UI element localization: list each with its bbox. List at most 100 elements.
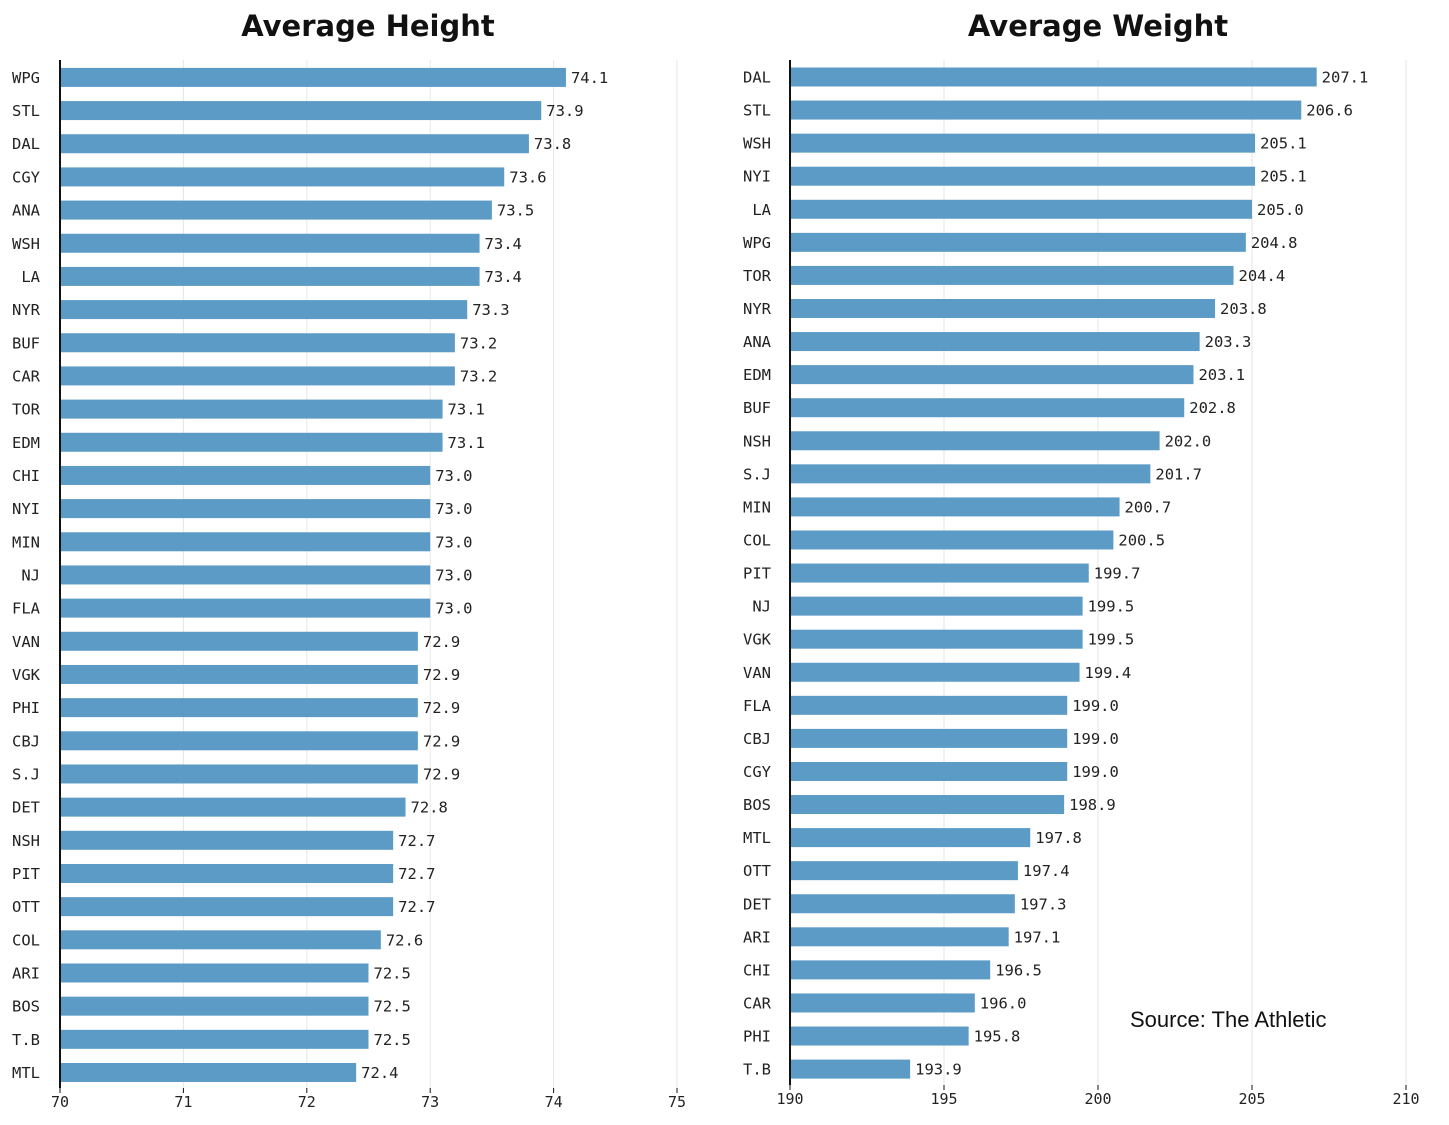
weight-category-label: T.B: [743, 1061, 771, 1079]
weight-bar-VAN: [790, 662, 1080, 682]
height-x-tick-label: 75: [668, 1093, 686, 1111]
height-bar-STL: [60, 101, 542, 121]
weight-value-label: 207.1: [1322, 69, 1369, 87]
weight-bar-NSH: [790, 431, 1160, 451]
height-value-label: 72.9: [423, 732, 460, 750]
height-value-label: 73.9: [546, 102, 583, 120]
weight-value-label: 199.7: [1094, 565, 1141, 583]
weight-category-label: WPG: [743, 234, 771, 252]
weight-bar-FLA: [790, 695, 1068, 715]
height-bar-CHI: [60, 465, 431, 485]
weight-category-label: CHI: [743, 961, 771, 979]
weight-bar-COL: [790, 530, 1114, 550]
weight-bar-NJ: [790, 596, 1083, 616]
height-bar-DET: [60, 797, 406, 817]
height-bar-PIT: [60, 863, 394, 883]
height-category-label: NJ: [21, 566, 40, 584]
height-bar-COL: [60, 930, 381, 950]
height-value-label: 73.0: [435, 566, 472, 584]
height-category-label: CBJ: [12, 732, 40, 750]
height-bar-EDM: [60, 432, 443, 452]
height-value-label: 73.2: [460, 367, 497, 385]
weight-value-label: 199.0: [1072, 697, 1119, 715]
weight-bar-CAR: [790, 993, 975, 1013]
height-bar-WPG: [60, 67, 566, 87]
height-category-label: FLA: [12, 600, 41, 618]
weight-category-label: BUF: [743, 399, 771, 417]
height-bar-LA: [60, 266, 480, 286]
weight-chart-title: Average Weight: [968, 9, 1228, 43]
height-chart-panel: Average Height WPG 74.1 STL 73.9 DAL 73.8 CGY 7…: [12, 9, 686, 1111]
height-value-label: 72.4: [361, 1064, 398, 1082]
weight-category-label: NYR: [743, 300, 772, 318]
weight-bar-MIN: [790, 497, 1120, 517]
height-bar-FLA: [60, 598, 431, 618]
weight-category-label: MIN: [743, 498, 771, 516]
height-category-label: T.B: [12, 1031, 40, 1049]
weight-category-label: DET: [743, 895, 771, 913]
weight-category-label: TOR: [743, 267, 772, 285]
height-x-tick-label: 73: [421, 1093, 439, 1111]
height-value-label: 73.1: [448, 434, 485, 452]
height-bar-TOR: [60, 399, 443, 419]
height-category-label: MTL: [12, 1064, 40, 1082]
weight-category-label: WSH: [743, 135, 771, 153]
weight-value-label: 200.5: [1118, 531, 1165, 549]
weight-bar-OTT: [790, 861, 1018, 881]
height-value-label: 72.7: [398, 898, 435, 916]
height-bar-BOS: [60, 996, 369, 1016]
weight-category-label: COL: [743, 531, 771, 549]
weight-category-label: DAL: [743, 69, 771, 87]
weight-category-label: ANA: [743, 333, 772, 351]
weight-x-tick-label: 210: [1392, 1090, 1419, 1108]
weight-value-label: 203.3: [1205, 333, 1252, 351]
weight-bar-NYR: [790, 298, 1216, 318]
height-category-label: WSH: [12, 235, 40, 253]
weight-bar-DET: [790, 894, 1015, 914]
height-category-label: VAN: [12, 633, 40, 651]
weight-value-label: 197.8: [1035, 829, 1082, 847]
height-x-tick-label: 71: [174, 1093, 192, 1111]
weight-bar-CGY: [790, 761, 1068, 781]
height-value-label: 72.6: [386, 931, 423, 949]
weight-bar-CBJ: [790, 728, 1068, 748]
weight-value-label: 202.8: [1189, 399, 1236, 417]
height-bar-T.B: [60, 1029, 369, 1049]
height-bar-MTL: [60, 1063, 357, 1082]
height-category-label: NYR: [12, 301, 41, 319]
weight-category-label: NSH: [743, 432, 771, 450]
weight-value-label: 199.4: [1085, 664, 1132, 682]
weight-bar-TOR: [790, 265, 1234, 285]
weight-category-label: ARI: [743, 928, 771, 946]
height-bar-CAR: [60, 366, 455, 386]
weight-bar-VGK: [790, 629, 1083, 649]
height-value-label: 72.5: [374, 998, 411, 1016]
weight-value-label: 205.0: [1257, 201, 1304, 219]
height-value-label: 74.1: [571, 69, 608, 87]
weight-bar-BOS: [790, 795, 1065, 815]
height-bar-NSH: [60, 830, 394, 850]
height-bar-ANA: [60, 200, 492, 220]
height-value-label: 73.3: [472, 301, 509, 319]
weight-bar-ANA: [790, 332, 1200, 352]
height-category-label: DAL: [12, 135, 40, 153]
height-bar-NJ: [60, 565, 431, 585]
weight-value-label: 206.6: [1306, 102, 1353, 120]
weight-value-label: 198.9: [1069, 796, 1116, 814]
height-category-label: STL: [12, 102, 40, 120]
height-value-label: 73.4: [485, 235, 522, 253]
weight-value-label: 197.4: [1023, 862, 1070, 880]
weight-value-label: 203.1: [1198, 366, 1245, 384]
height-category-label: BUF: [12, 334, 40, 352]
height-category-label: BOS: [12, 998, 40, 1016]
weight-bar-EDM: [790, 365, 1194, 385]
height-value-label: 73.0: [435, 600, 472, 618]
weight-category-label: LA: [752, 201, 771, 219]
weight-value-label: 199.0: [1072, 730, 1119, 748]
height-category-label: CAR: [12, 367, 41, 385]
weight-value-label: 200.7: [1125, 498, 1172, 516]
height-category-label: EDM: [12, 434, 40, 452]
height-value-label: 72.7: [398, 865, 435, 883]
height-x-tick-label: 72: [298, 1093, 316, 1111]
height-bar-BUF: [60, 333, 455, 353]
